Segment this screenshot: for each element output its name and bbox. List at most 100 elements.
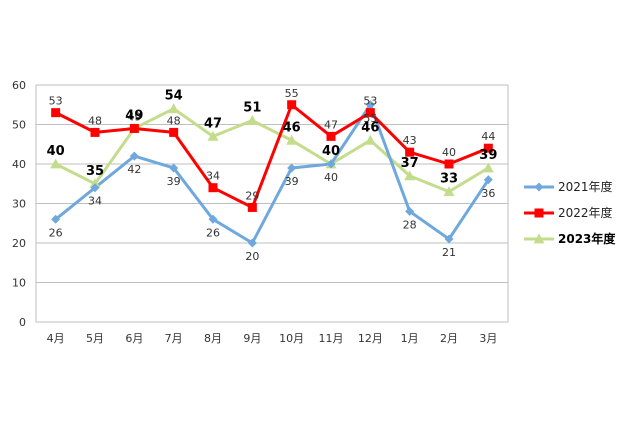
data-label-2022: 43 xyxy=(403,134,417,147)
data-point-2021年度 xyxy=(208,214,218,224)
data-point-2021年度 xyxy=(287,163,297,173)
data-label-2021: 26 xyxy=(206,226,220,239)
data-point-2023年度 xyxy=(364,134,376,145)
data-point-2021年度 xyxy=(444,234,454,244)
legend-label: 2023年度 xyxy=(558,231,616,246)
y-tick-label: 60 xyxy=(12,79,26,92)
data-label-2023: 47 xyxy=(204,116,222,131)
data-point-2021年度 xyxy=(326,159,336,169)
data-point-2022年度 xyxy=(90,127,100,137)
data-point-2022年度 xyxy=(444,159,454,169)
data-point-2023年度 xyxy=(207,130,219,141)
data-point-2023年度 xyxy=(286,134,298,145)
data-point-2023年度 xyxy=(168,103,180,114)
x-tick-label: 12月 xyxy=(358,332,383,345)
data-label-2022: 48 xyxy=(88,114,102,127)
data-point-2022年度 xyxy=(247,202,257,212)
y-axis-ticks: 0 10 20 30 40 50 60 xyxy=(12,79,26,329)
y-tick-label: 30 xyxy=(12,198,26,211)
y-tick-label: 0 xyxy=(19,316,26,329)
data-point-2021年度 xyxy=(483,175,493,185)
x-tick-label: 10月 xyxy=(279,332,304,345)
data-point-2023年度 xyxy=(443,186,455,197)
data-label-2023: 35 xyxy=(86,164,104,179)
data-point-2021年度 xyxy=(365,100,375,110)
x-tick-label: 8月 xyxy=(204,332,222,345)
y-tick-label: 20 xyxy=(12,237,26,250)
x-tick-label: 6月 xyxy=(125,332,143,345)
data-label-2022: 48 xyxy=(167,114,181,127)
x-tick-label: 3月 xyxy=(479,332,497,345)
data-point-2021年度 xyxy=(405,206,415,216)
data-label-2022: 53 xyxy=(363,95,377,108)
data-label-2022: 40 xyxy=(442,146,456,159)
data-point-2023年度 xyxy=(404,170,416,181)
y-tick-label: 10 xyxy=(12,277,26,290)
data-point-2023年度 xyxy=(246,115,258,125)
data-label-2023: 40 xyxy=(322,144,340,159)
data-point-2021年度 xyxy=(247,238,257,248)
data-labels: 26 34 42 39 26 20 39 40 55 28 21 36 53 48 49 48 34 29 55 47… xyxy=(47,87,498,263)
data-point-2022年度 xyxy=(287,100,297,110)
data-label-2023: 37 xyxy=(401,156,419,171)
legend-marker xyxy=(533,233,545,244)
legend-label: 2022年度 xyxy=(558,205,613,220)
data-point-2022年度 xyxy=(326,131,336,141)
data-label-2021: 39 xyxy=(167,175,181,188)
data-label-2022: 53 xyxy=(49,95,63,108)
x-axis-ticks: 4月 5月 6月 7月 8月 9月 10月 11月 12月 1月 2月 3月 xyxy=(47,332,498,345)
data-label-2021: 36 xyxy=(481,187,495,200)
series-line-2021年度 xyxy=(54,103,490,245)
data-point-2022年度 xyxy=(365,108,375,118)
x-tick-label: 9月 xyxy=(243,332,261,345)
data-label-2023: 39 xyxy=(479,148,497,163)
data-label-2022: 29 xyxy=(245,189,259,202)
data-point-2021年度 xyxy=(129,151,139,161)
x-tick-label: 5月 xyxy=(86,332,104,345)
data-label-2021: 40 xyxy=(324,171,338,184)
data-label-2023: 46 xyxy=(361,120,379,135)
data-label-2022: 47 xyxy=(324,118,338,131)
data-label-2021: 21 xyxy=(442,246,456,259)
data-label-2023: 51 xyxy=(243,101,261,116)
data-point-2021年度 xyxy=(90,183,100,193)
data-point-2022年度 xyxy=(405,147,415,157)
data-label-2023: 46 xyxy=(283,120,301,135)
x-tick-label: 4月 xyxy=(47,332,65,345)
x-tick-label: 1月 xyxy=(401,332,419,345)
data-label-2022: 55 xyxy=(285,87,299,100)
x-tick-label: 2月 xyxy=(440,332,458,345)
series-line-2023年度 xyxy=(54,107,490,194)
legend-label: 2021年度 xyxy=(558,179,613,194)
data-point-2022年度 xyxy=(51,108,61,118)
y-tick-label: 40 xyxy=(12,158,26,171)
data-label-2021: 39 xyxy=(285,175,299,188)
data-point-2022年度 xyxy=(169,127,179,137)
series-line-2022年度 xyxy=(54,103,489,209)
data-label-2021: 34 xyxy=(88,195,102,208)
data-label-2023: 54 xyxy=(165,89,183,104)
x-tick-label: 11月 xyxy=(319,332,344,345)
data-label-2022: 34 xyxy=(206,170,220,183)
data-point-2021年度 xyxy=(51,214,61,224)
data-point-2021年度 xyxy=(169,163,179,173)
data-point-2023年度 xyxy=(482,162,494,173)
x-tick-label: 7月 xyxy=(165,332,183,345)
data-label-2022: 44 xyxy=(481,130,495,143)
legend-marker xyxy=(534,182,544,192)
legend-marker xyxy=(534,208,544,218)
data-label-2021: 55 xyxy=(363,112,377,125)
data-label-2023: 40 xyxy=(47,144,65,159)
data-label-2021: 42 xyxy=(127,163,141,176)
legend: 2021年度 2022年度 2023年度 xyxy=(524,179,616,246)
data-point-2023年度 xyxy=(50,158,62,169)
series-group xyxy=(50,100,494,248)
data-point-2022年度 xyxy=(483,143,493,153)
gridlines xyxy=(36,124,508,283)
data-label-2021: 20 xyxy=(245,250,259,263)
y-tick-label: 50 xyxy=(12,119,26,132)
data-point-2022年度 xyxy=(129,123,139,133)
data-label-2021: 28 xyxy=(403,218,417,231)
data-label-2023: 49 xyxy=(125,108,143,123)
